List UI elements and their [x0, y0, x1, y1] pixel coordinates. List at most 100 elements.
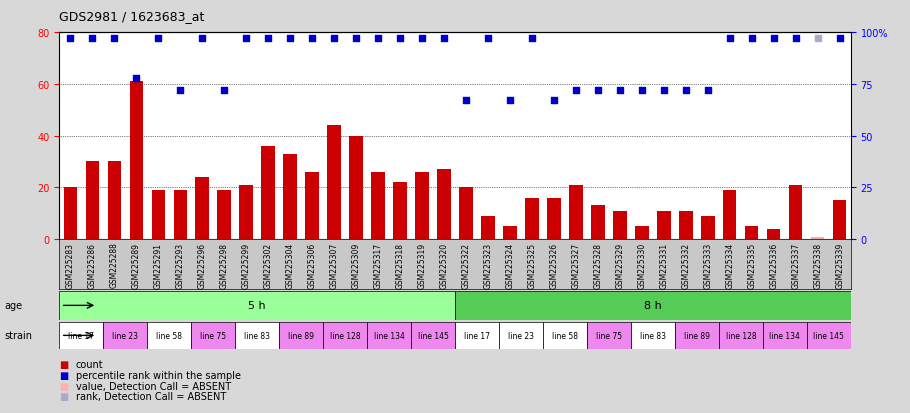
Text: ■: ■	[59, 381, 68, 391]
Bar	[503, 227, 517, 240]
Bar	[455, 291, 851, 320]
Text: GSM225331: GSM225331	[660, 242, 669, 288]
Point	[701, 88, 715, 94]
Text: line 83: line 83	[244, 331, 270, 340]
Text: line 128: line 128	[329, 331, 360, 340]
Text: line 75: line 75	[200, 331, 227, 340]
Bar	[415, 173, 429, 240]
Bar	[592, 206, 604, 240]
Bar	[196, 178, 208, 240]
Text: strain: strain	[5, 330, 33, 341]
Bar	[657, 211, 671, 240]
Text: GSM225306: GSM225306	[308, 242, 317, 288]
Bar	[723, 190, 736, 240]
Text: GSM225326: GSM225326	[550, 242, 559, 288]
Point	[283, 36, 298, 43]
Bar	[675, 322, 719, 349]
Text: value, Detection Call = ABSENT: value, Detection Call = ABSENT	[76, 381, 230, 391]
Text: GSM225330: GSM225330	[637, 242, 646, 288]
Text: GSM225333: GSM225333	[703, 242, 713, 288]
Text: ■: ■	[59, 359, 68, 369]
Point	[393, 36, 408, 43]
Text: GSM225291: GSM225291	[154, 242, 163, 288]
Text: GSM225322: GSM225322	[461, 242, 470, 288]
Bar	[129, 82, 143, 240]
Text: GSM225323: GSM225323	[483, 242, 492, 288]
Text: line 145: line 145	[814, 331, 844, 340]
Point	[173, 88, 187, 94]
Bar	[702, 216, 714, 240]
Bar	[679, 211, 693, 240]
Point	[106, 36, 121, 43]
Bar	[411, 322, 455, 349]
Bar	[191, 322, 235, 349]
Bar	[763, 322, 807, 349]
Bar	[719, 322, 763, 349]
Bar	[371, 173, 385, 240]
Point	[766, 36, 781, 43]
Text: GSM225335: GSM225335	[747, 242, 756, 288]
Text: line 23: line 23	[508, 331, 534, 340]
Text: GSM225307: GSM225307	[329, 242, 339, 288]
Point	[657, 88, 672, 94]
Bar	[151, 190, 165, 240]
Bar	[59, 322, 103, 349]
Text: line 89: line 89	[684, 331, 710, 340]
Text: GSM225336: GSM225336	[769, 242, 778, 288]
Text: line 89: line 89	[288, 331, 314, 340]
Text: GSM225304: GSM225304	[286, 242, 295, 288]
Bar	[460, 188, 472, 240]
Text: GSM225329: GSM225329	[615, 242, 624, 288]
Point	[415, 36, 430, 43]
Bar	[812, 237, 824, 240]
Bar	[807, 322, 851, 349]
Bar	[64, 188, 76, 240]
Point	[459, 98, 473, 104]
Text: ■: ■	[59, 392, 68, 401]
Point	[370, 36, 385, 43]
Bar	[217, 190, 231, 240]
Bar	[323, 322, 367, 349]
Bar	[147, 322, 191, 349]
Point	[305, 36, 319, 43]
Text: line 58: line 58	[552, 331, 578, 340]
Bar	[499, 322, 543, 349]
Point	[261, 36, 276, 43]
Text: line 83: line 83	[640, 331, 666, 340]
Text: 8 h: 8 h	[644, 301, 662, 311]
Text: GSM225309: GSM225309	[351, 242, 360, 288]
Text: ■: ■	[59, 370, 68, 380]
Text: line 58: line 58	[157, 331, 182, 340]
Text: GSM225319: GSM225319	[418, 242, 427, 288]
Bar	[481, 216, 495, 240]
Bar	[789, 185, 803, 240]
Text: 5 h: 5 h	[248, 301, 266, 311]
Bar	[543, 322, 587, 349]
Text: GSM225293: GSM225293	[176, 242, 185, 288]
Point	[612, 88, 627, 94]
Text: GSM225320: GSM225320	[440, 242, 449, 288]
Point	[634, 88, 649, 94]
Point	[502, 98, 517, 104]
Text: GSM225289: GSM225289	[132, 242, 141, 288]
Text: GSM225324: GSM225324	[505, 242, 514, 288]
Point	[151, 36, 166, 43]
Bar	[587, 322, 631, 349]
Point	[217, 88, 231, 94]
Bar	[59, 291, 455, 320]
Point	[744, 36, 759, 43]
Text: GSM225327: GSM225327	[571, 242, 581, 288]
Text: age: age	[5, 301, 23, 311]
Text: GSM225328: GSM225328	[593, 242, 602, 288]
Point	[679, 88, 693, 94]
Bar	[635, 227, 649, 240]
Point	[63, 36, 77, 43]
Point	[833, 36, 847, 43]
Text: line 145: line 145	[418, 331, 449, 340]
Bar	[631, 322, 675, 349]
Text: GSM225334: GSM225334	[725, 242, 734, 288]
Bar	[328, 126, 340, 240]
Bar	[174, 190, 187, 240]
Point	[525, 36, 540, 43]
Bar	[613, 211, 627, 240]
